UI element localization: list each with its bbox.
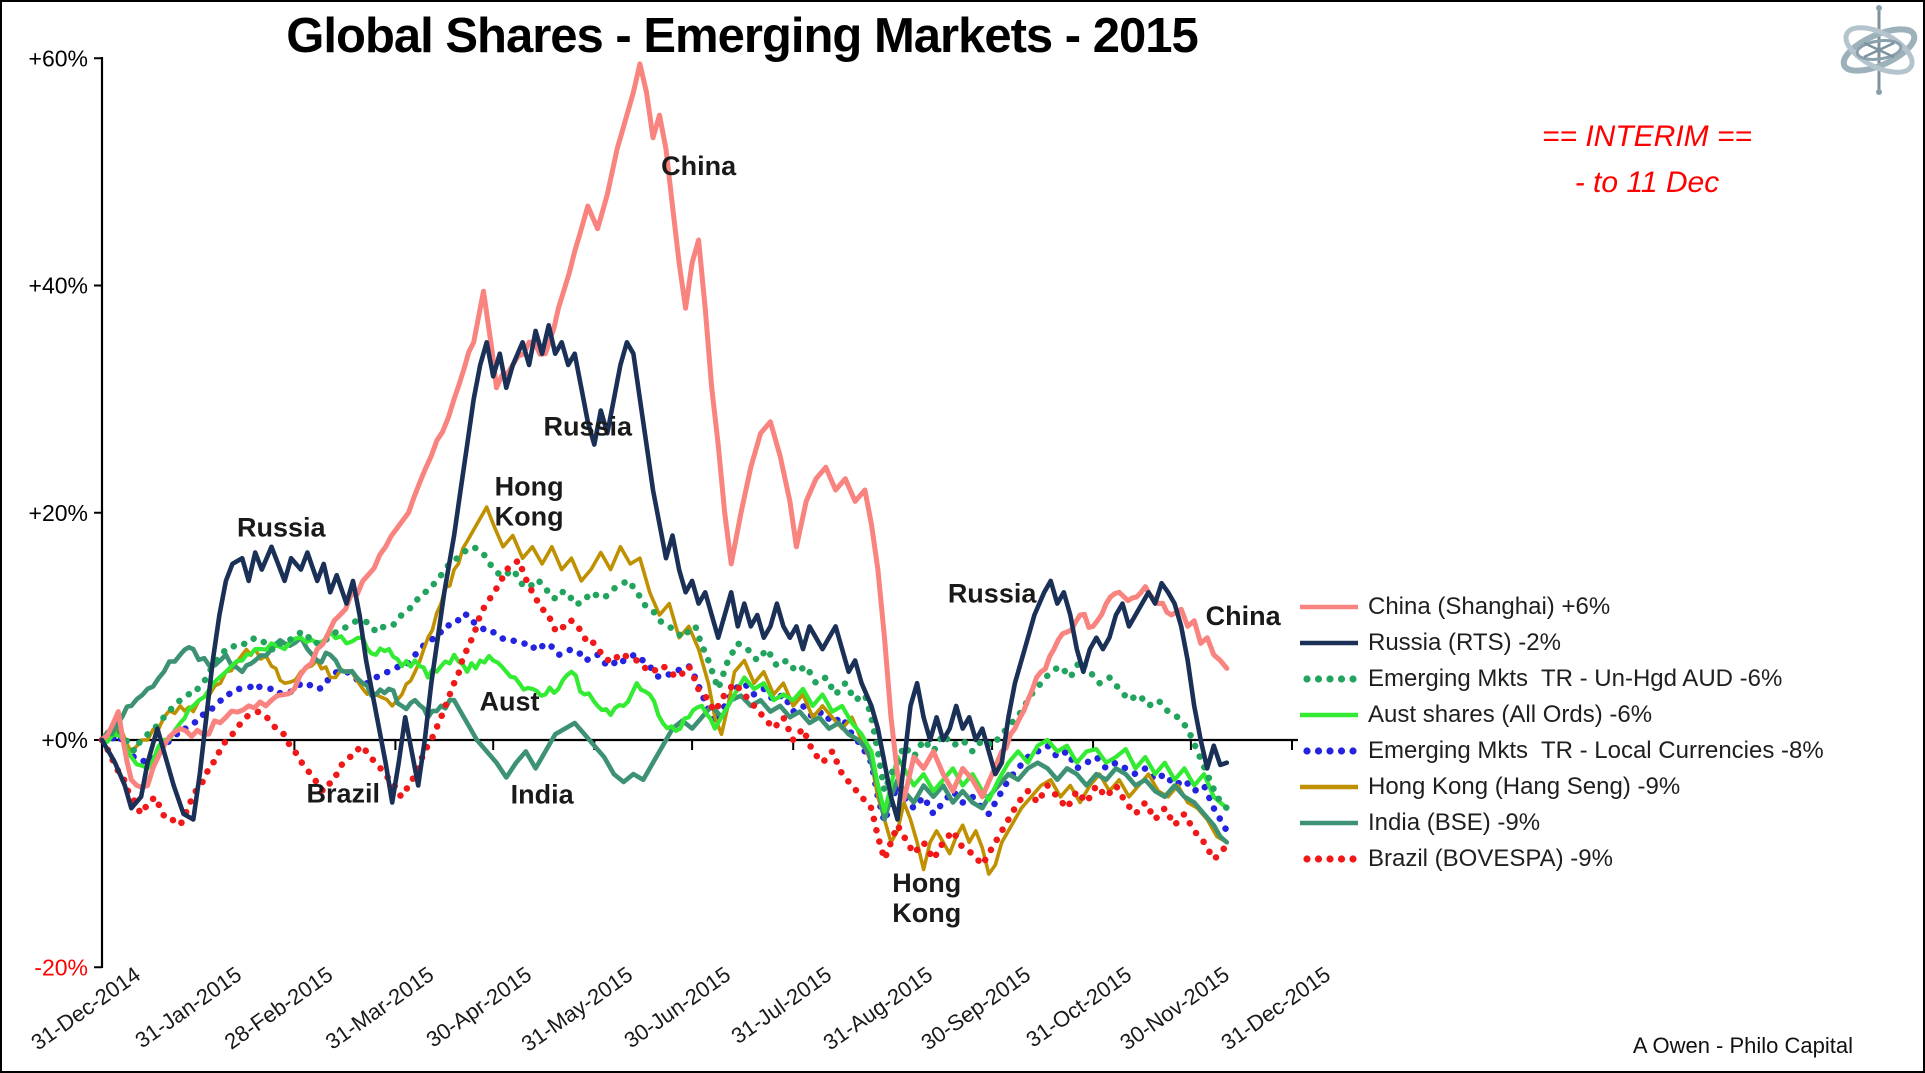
legend-item-aust-all-ords: Aust shares (All Ords) -6% xyxy=(1300,697,1824,733)
series-em-tr-local-currencies xyxy=(98,610,1231,835)
annotation-hong-kong-sep: Hong xyxy=(892,868,961,898)
legend-swatch-icon xyxy=(1300,820,1358,826)
x-axis-tick-label: 30-Nov-2015 xyxy=(1115,962,1234,1055)
legend-label: Russia (RTS) -2% xyxy=(1368,629,1561,656)
legend-label: Hong Kong (Hang Seng) -9% xyxy=(1368,773,1681,800)
gyroscope-logo-icon xyxy=(1840,5,1918,95)
legend-label: India (BSE) -9% xyxy=(1368,809,1541,836)
legend-swatch-icon xyxy=(1303,675,1357,683)
chart-legend: China (Shanghai) +6% Russia (RTS) -2% Emer… xyxy=(1300,589,1824,877)
legend-item-china-shanghai: China (Shanghai) +6% xyxy=(1300,589,1824,625)
legend-swatch-icon xyxy=(1303,855,1357,863)
annotation-hong-kong-sep: Kong xyxy=(892,898,961,928)
series-em-tr-unhedged-aud xyxy=(98,543,1231,812)
y-axis-label: +0% xyxy=(41,727,88,753)
legend-swatch-icon xyxy=(1300,784,1358,790)
x-axis-tick-label: 30-Sep-2015 xyxy=(916,962,1035,1055)
x-axis-tick-label: 31-Dec-2015 xyxy=(1216,962,1335,1055)
page-title: Global Shares - Emerging Markets - 2015 xyxy=(286,9,1198,63)
series-hong-kong-hang-seng xyxy=(100,505,1229,876)
y-axis-label: +20% xyxy=(29,500,88,526)
legend-swatch-icon xyxy=(1300,604,1358,610)
legend-label: Brazil (BOVESPA) -9% xyxy=(1368,845,1613,872)
series-russia-rts xyxy=(99,323,1230,822)
attribution-text: A Owen - Philo Capital xyxy=(1632,1033,1853,1058)
x-axis-tick-label: 31-Mar-2015 xyxy=(321,962,439,1055)
annotation-hong-kong-apr: Kong xyxy=(495,502,564,532)
legend-item-russia-rts: Russia (RTS) -2% xyxy=(1300,625,1824,661)
legend-item-em-tr-unhedged-aud: Emerging Mkts TR - Un-Hgd AUD -6% xyxy=(1300,661,1824,697)
legend-swatch-icon xyxy=(1300,712,1358,718)
x-axis-tick-label: 30-Jun-2015 xyxy=(619,962,735,1053)
legend-item-hong-kong-hang-seng: Hong Kong (Hang Seng) -9% xyxy=(1300,769,1824,805)
series-aust-all-ords xyxy=(99,630,1229,814)
y-axis-label: +60% xyxy=(29,45,88,71)
annotation-russia-oct: Russia xyxy=(948,578,1038,608)
legend-label: China (Shanghai) +6% xyxy=(1368,593,1611,620)
legend-item-brazil-bovespa: Brazil (BOVESPA) -9% xyxy=(1300,841,1824,877)
annotation-russia-jun: Russia xyxy=(544,411,634,441)
x-axis-tick-label: 31-Aug-2015 xyxy=(819,962,938,1055)
annotation-hong-kong-apr: Hong xyxy=(495,472,564,502)
x-axis-tick-label: 31-May-2015 xyxy=(517,962,638,1057)
legend-label: Aust shares (All Ords) -6% xyxy=(1368,701,1653,728)
annotation-aust-may: Aust xyxy=(480,686,540,716)
legend-swatch-icon xyxy=(1300,640,1358,646)
annotation-china-dec: China xyxy=(1206,601,1282,631)
y-axis-label: +40% xyxy=(29,273,88,299)
legend-swatch-icon xyxy=(1303,747,1357,755)
legend-item-india-bse: India (BSE) -9% xyxy=(1300,805,1824,841)
annotation-india-may: India xyxy=(511,780,575,810)
interim-note-line1: == INTERIM == xyxy=(1541,120,1753,153)
legend-item-em-tr-local-currencies: Emerging Mkts TR - Local Currencies -8% xyxy=(1300,733,1824,769)
y-axis-label: -20% xyxy=(34,954,88,980)
annotation-russia-feb: Russia xyxy=(237,513,327,543)
legend-label: Emerging Mkts TR - Un-Hgd AUD -6% xyxy=(1368,665,1783,692)
annotation-brazil-mar: Brazil xyxy=(307,778,381,808)
legend-label: Emerging Mkts TR - Local Currencies -8% xyxy=(1368,737,1824,764)
series-brazil-bovespa xyxy=(98,557,1231,869)
interim-note: == INTERIM == - to 11 Dec xyxy=(1457,114,1837,206)
interim-note-line2: - to 11 Dec xyxy=(1574,166,1720,199)
annotation-china-peak: China xyxy=(661,151,737,181)
